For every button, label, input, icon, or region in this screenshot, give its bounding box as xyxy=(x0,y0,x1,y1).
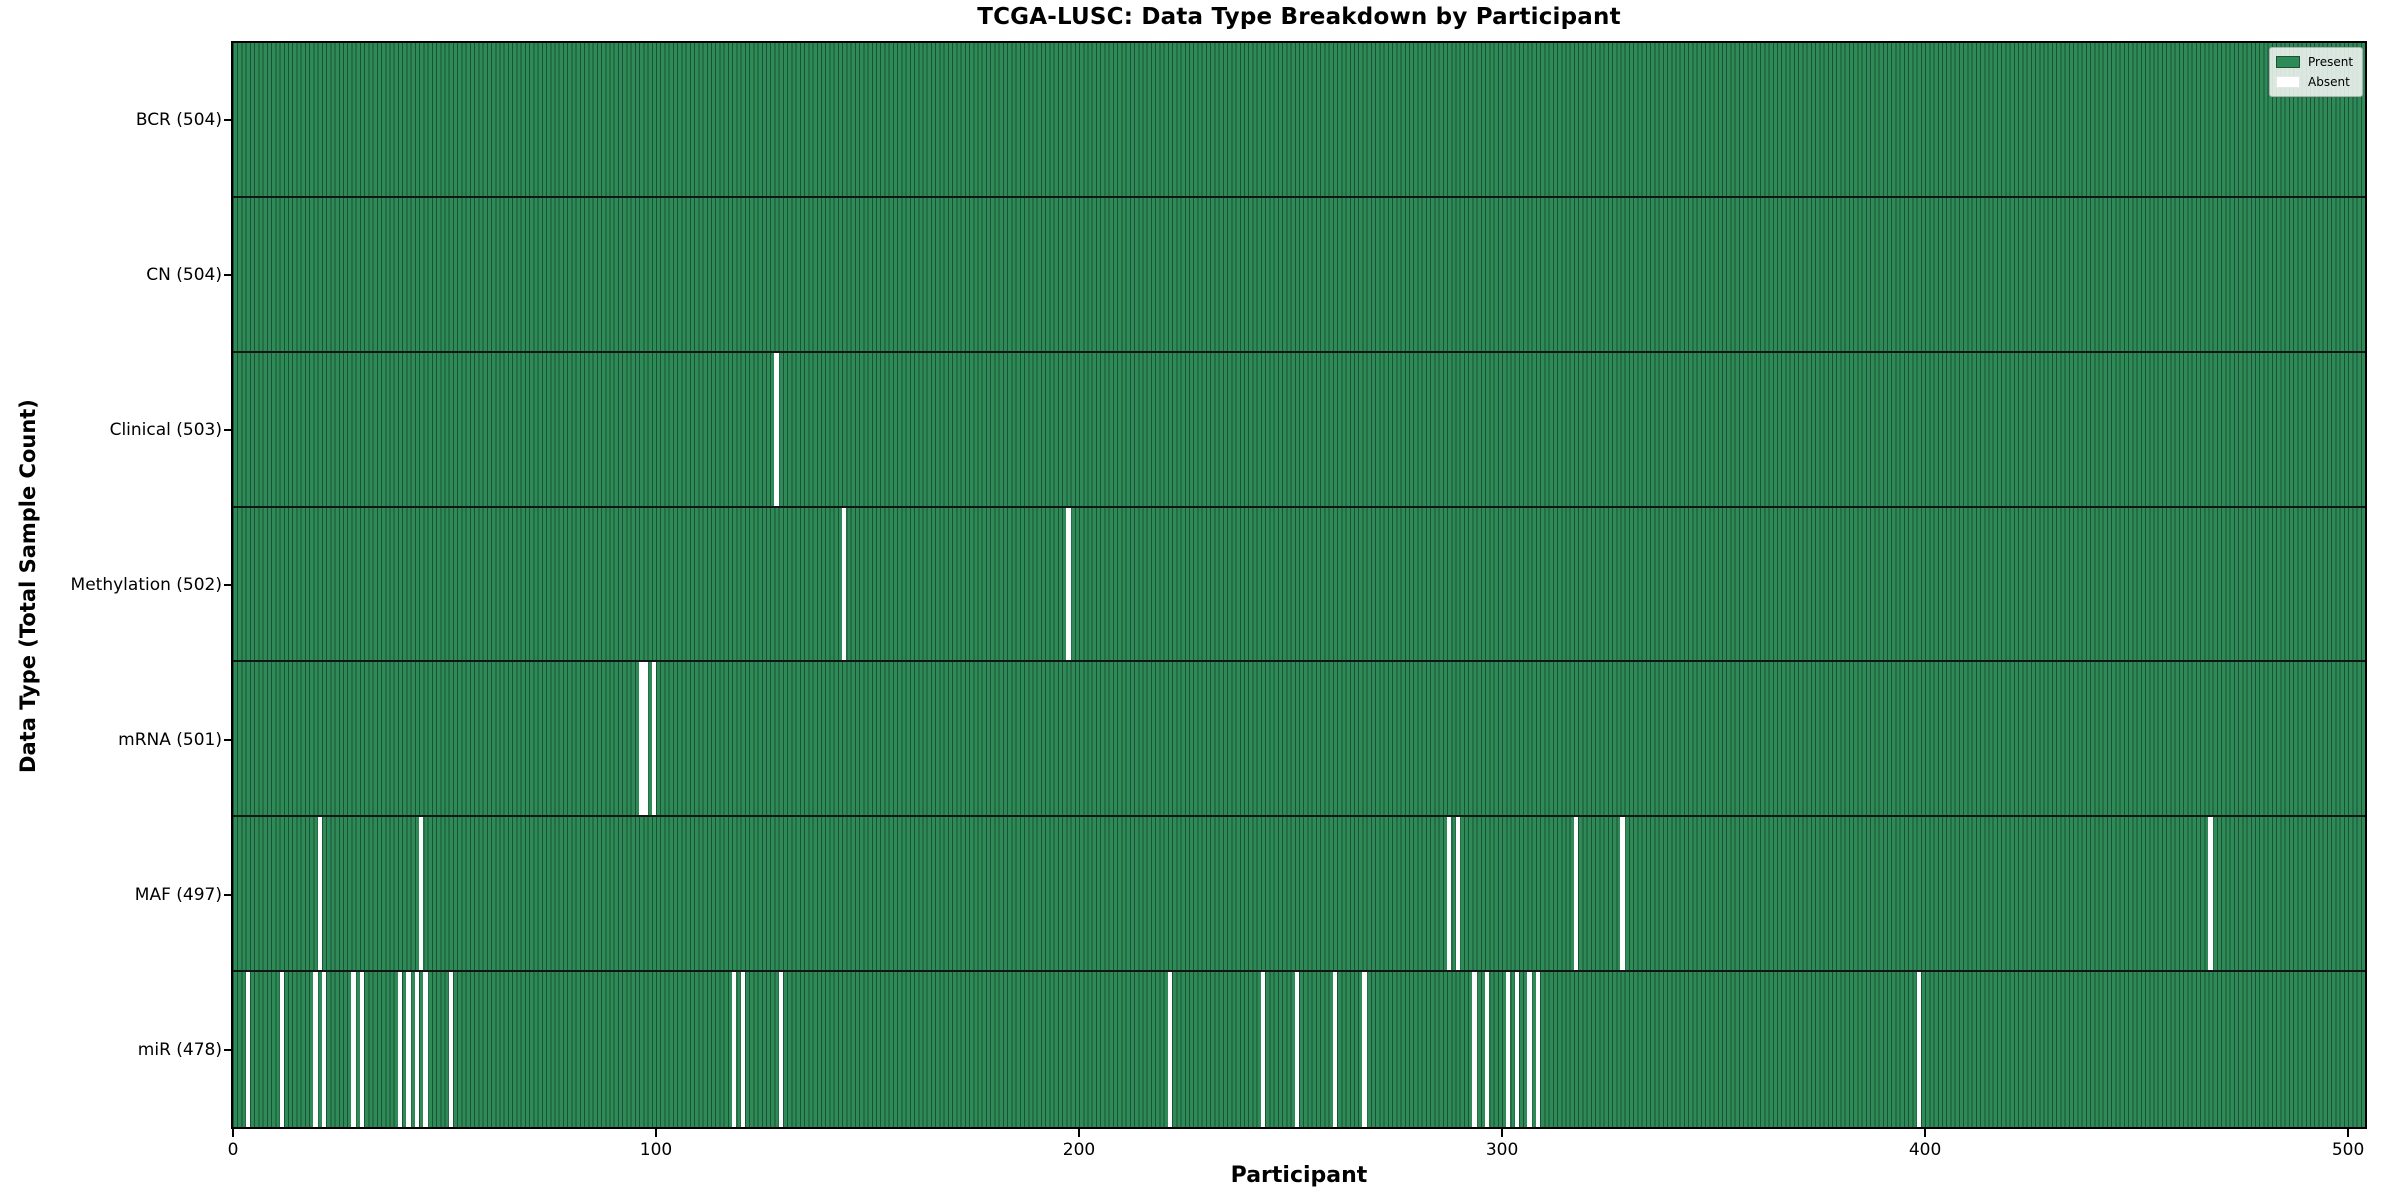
xtick-label-500: 500 xyxy=(2331,1140,2365,1160)
ytick-mark-methylation xyxy=(224,584,233,586)
xtick-mark-500 xyxy=(2347,1128,2350,1137)
absent-stripe-mrna-97 xyxy=(643,662,648,816)
absent-stripe-mir-21 xyxy=(321,972,327,1127)
plot-area xyxy=(231,41,2367,1129)
absent-stripe-mir-398 xyxy=(1916,972,1921,1127)
ytick-mark-cn xyxy=(224,274,233,277)
xtick-label-100: 100 xyxy=(639,1140,673,1160)
xtick-mark-200 xyxy=(1078,1128,1081,1137)
xtick-label-300: 300 xyxy=(1485,1140,1519,1160)
absent-stripe-mir-45 xyxy=(423,972,428,1127)
row-mrna xyxy=(233,662,2365,818)
row-clinical xyxy=(233,352,2365,508)
absent-stripe-mir-243 xyxy=(1260,972,1266,1127)
ytick-mark-mrna xyxy=(224,738,233,741)
absent-stripe-mir-43 xyxy=(414,972,420,1127)
x-axis-label: Participant xyxy=(1230,1163,1368,1188)
absent-stripe-mir-267 xyxy=(1362,972,1367,1127)
legend-entry-absent: Absent xyxy=(2276,72,2356,92)
xtick-label-200: 200 xyxy=(1062,1140,1096,1160)
xtick-label-400: 400 xyxy=(1908,1140,1942,1160)
absent-stripe-mir-19 xyxy=(313,972,318,1127)
row-bcr xyxy=(233,43,2365,198)
absent-stripe-mir-296 xyxy=(1485,972,1490,1127)
absent-stripe-maf-20 xyxy=(317,817,322,971)
xtick-label-0: 0 xyxy=(227,1140,239,1160)
absent-stripe-mir-41 xyxy=(406,972,411,1127)
legend-present-swatch xyxy=(2276,56,2300,68)
absent-stripe-mir-51 xyxy=(448,972,453,1127)
ytick-label-methylation: Methylation (502) xyxy=(70,575,222,595)
absent-stripe-maf-289 xyxy=(1455,817,1460,971)
ytick-label-clinical: Clinical (503) xyxy=(109,420,222,441)
row-maf xyxy=(233,817,2365,973)
absent-stripe-maf-287 xyxy=(1447,817,1452,971)
legend-absent-swatch xyxy=(2276,76,2300,88)
ytick-label-bcr: BCR (504) xyxy=(135,110,222,131)
absent-stripe-mir-293 xyxy=(1472,972,1477,1127)
absent-stripe-mrna-99 xyxy=(651,662,656,816)
legend-absent-label: Absent xyxy=(2308,75,2350,89)
absent-stripe-mir-118 xyxy=(732,972,737,1127)
absent-stripe-methylation-144 xyxy=(842,507,847,661)
absent-stripe-mir-28 xyxy=(351,972,356,1127)
absent-stripe-mir-30 xyxy=(359,972,365,1127)
ytick-label-cn: CN (504) xyxy=(146,265,222,286)
ytick-mark-maf xyxy=(224,893,233,896)
ytick-mark-mir xyxy=(224,1048,233,1051)
xtick-mark-100 xyxy=(655,1128,658,1137)
ytick-mark-clinical xyxy=(224,429,233,432)
absent-stripe-mir-303 xyxy=(1514,972,1519,1127)
absent-stripe-mir-129 xyxy=(778,972,783,1127)
row-cn xyxy=(233,197,2365,353)
ytick-label-mir: miR (478) xyxy=(137,1039,222,1060)
ytick-mark-bcr xyxy=(224,119,233,122)
legend-present-label: Present xyxy=(2308,55,2354,69)
absent-stripe-mir-11 xyxy=(279,972,284,1127)
absent-stripe-clinical-128 xyxy=(774,352,779,506)
absent-stripe-maf-467 xyxy=(2208,817,2213,971)
absent-stripe-maf-317 xyxy=(1573,817,1579,971)
xtick-mark-400 xyxy=(1924,1128,1927,1137)
row-methylation xyxy=(233,507,2365,663)
absent-stripe-mir-251 xyxy=(1294,972,1299,1127)
absent-stripe-mir-260 xyxy=(1332,972,1338,1127)
absent-stripe-mir-301 xyxy=(1506,972,1511,1127)
absent-stripe-mrna-96 xyxy=(639,662,644,816)
legend: Present Absent xyxy=(2269,47,2363,97)
absent-stripe-mir-3 xyxy=(245,972,250,1127)
chart-title: TCGA-LUSC: Data Type Breakdown by Partic… xyxy=(977,4,1621,30)
ytick-label-maf: MAF (497) xyxy=(134,884,222,905)
absent-stripe-maf-328 xyxy=(1620,817,1625,971)
ytick-label-mrna: mRNA (501) xyxy=(118,729,222,750)
xtick-mark-300 xyxy=(1501,1128,1504,1137)
absent-stripe-mir-306 xyxy=(1527,972,1532,1127)
absent-stripe-maf-44 xyxy=(419,817,424,971)
absent-stripe-mir-120 xyxy=(740,972,745,1127)
xtick-mark-0 xyxy=(232,1128,234,1137)
legend-entry-present: Present xyxy=(2276,52,2356,72)
absent-stripe-mir-39 xyxy=(397,972,403,1127)
absent-stripe-methylation-197 xyxy=(1066,507,1071,661)
absent-stripe-mir-221 xyxy=(1167,972,1173,1127)
row-mir xyxy=(233,972,2365,1127)
absent-stripe-mir-308 xyxy=(1535,972,1541,1127)
